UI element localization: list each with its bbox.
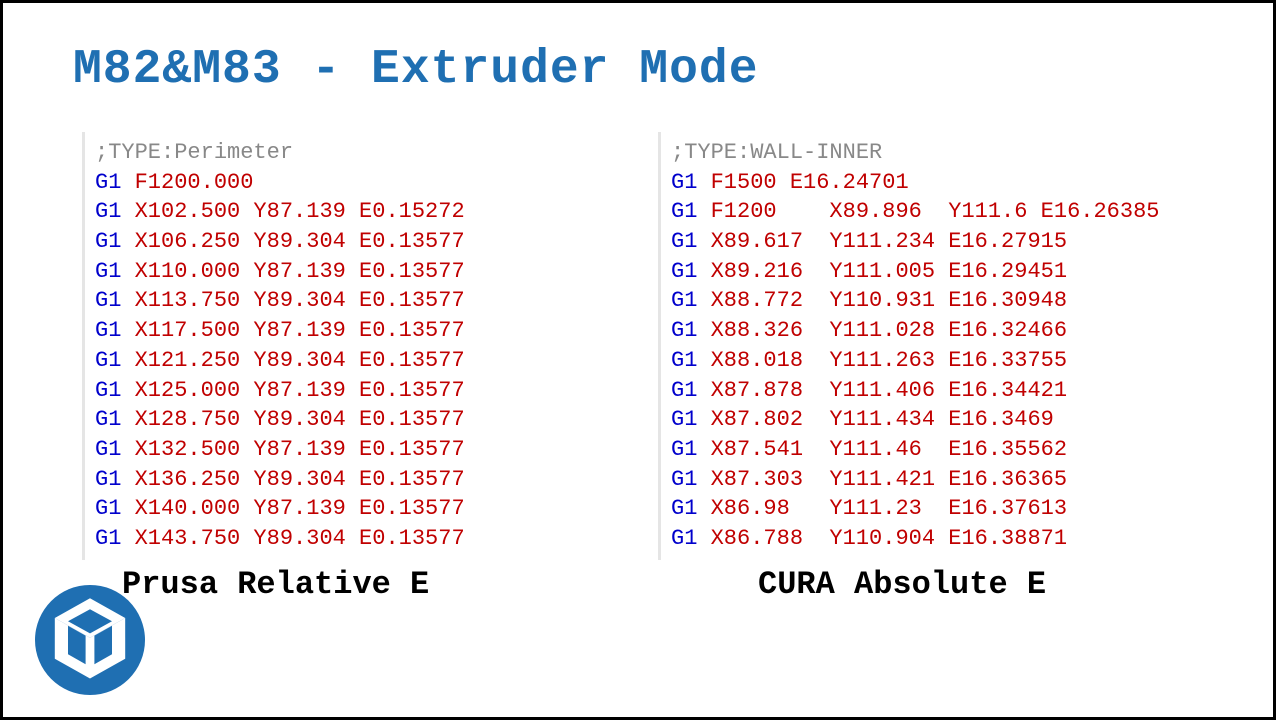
gcode-command: G1 — [671, 437, 697, 462]
gcode-command: G1 — [95, 437, 121, 462]
code-line: G1 X102.500 Y87.139 E0.15272 — [95, 197, 614, 227]
gcode-params: X102.500 Y87.139 E0.15272 — [135, 199, 465, 224]
gcode-command: G1 — [95, 526, 121, 551]
gcode-params: X132.500 Y87.139 E0.13577 — [135, 437, 465, 462]
gcode-params: X89.216 Y111.005 E16.29451 — [711, 259, 1067, 284]
code-line: G1 X87.541 Y111.46 E16.35562 — [671, 435, 1190, 465]
panel-cura: ;TYPE:WALL-INNERG1 F1500 E16.24701G1 F12… — [658, 132, 1194, 603]
code-line: G1 X88.326 Y111.028 E16.32466 — [671, 316, 1190, 346]
gcode-params: X143.750 Y89.304 E0.13577 — [135, 526, 465, 551]
gcode-params: X88.018 Y111.263 E16.33755 — [711, 348, 1067, 373]
gcode-command: G1 — [671, 348, 697, 373]
page-title: M82&M83 - Extruder Mode — [3, 3, 1273, 97]
gcode-command: G1 — [671, 170, 697, 195]
gcode-command: G1 — [95, 348, 121, 373]
code-line: G1 X128.750 Y89.304 E0.13577 — [95, 405, 614, 435]
code-line: G1 X88.018 Y111.263 E16.33755 — [671, 346, 1190, 376]
code-line: G1 X86.98 Y111.23 E16.37613 — [671, 494, 1190, 524]
code-line: G1 X86.788 Y110.904 E16.38871 — [671, 524, 1190, 554]
gcode-command: G1 — [671, 199, 697, 224]
gcode-params: X125.000 Y87.139 E0.13577 — [135, 378, 465, 403]
caption-cura: CURA Absolute E — [658, 566, 1194, 603]
gcode-params: X87.303 Y111.421 E16.36365 — [711, 467, 1067, 492]
panel-prusa: ;TYPE:PerimeterG1 F1200.000G1 X102.500 Y… — [82, 132, 618, 603]
code-line: G1 X143.750 Y89.304 E0.13577 — [95, 524, 614, 554]
gcode-params: X117.500 Y87.139 E0.13577 — [135, 318, 465, 343]
gcode-params: X86.98 Y111.23 E16.37613 — [711, 496, 1067, 521]
code-line: G1 X89.216 Y111.005 E16.29451 — [671, 257, 1190, 287]
gcode-params: X87.878 Y111.406 E16.34421 — [711, 378, 1067, 403]
gcode-params: X88.326 Y111.028 E16.32466 — [711, 318, 1067, 343]
gcode-command: G1 — [671, 378, 697, 403]
gcode-command: G1 — [671, 318, 697, 343]
gcode-command: G1 — [95, 407, 121, 432]
code-line: G1 F1500 E16.24701 — [671, 168, 1190, 198]
code-block-prusa: ;TYPE:PerimeterG1 F1200.000G1 X102.500 Y… — [82, 132, 618, 560]
code-block-cura: ;TYPE:WALL-INNERG1 F1500 E16.24701G1 F12… — [658, 132, 1194, 560]
gcode-params: X136.250 Y89.304 E0.13577 — [135, 467, 465, 492]
gcode-command: G1 — [95, 199, 121, 224]
code-line: ;TYPE:WALL-INNER — [671, 138, 1190, 168]
gcode-command: G1 — [671, 259, 697, 284]
gcode-command: G1 — [671, 496, 697, 521]
code-line: G1 X121.250 Y89.304 E0.13577 — [95, 346, 614, 376]
code-line: G1 X89.617 Y111.234 E16.27915 — [671, 227, 1190, 257]
code-line: G1 X113.750 Y89.304 E0.13577 — [95, 286, 614, 316]
gcode-params: X87.541 Y111.46 E16.35562 — [711, 437, 1067, 462]
gcode-command: G1 — [95, 259, 121, 284]
gcode-command: G1 — [671, 229, 697, 254]
gcode-command: G1 — [671, 467, 697, 492]
gcode-params: X140.000 Y87.139 E0.13577 — [135, 496, 465, 521]
gcode-params: X88.772 Y110.931 E16.30948 — [711, 288, 1067, 313]
caption-prusa: Prusa Relative E — [82, 566, 618, 603]
code-line: ;TYPE:Perimeter — [95, 138, 614, 168]
gcode-params: F1200.000 — [135, 170, 254, 195]
gcode-command: G1 — [95, 288, 121, 313]
gcode-params: X89.617 Y111.234 E16.27915 — [711, 229, 1067, 254]
gcode-params: X121.250 Y89.304 E0.13577 — [135, 348, 465, 373]
code-line: G1 F1200 X89.896 Y111.6 E16.26385 — [671, 197, 1190, 227]
gcode-params: X106.250 Y89.304 E0.13577 — [135, 229, 465, 254]
gcode-command: G1 — [95, 229, 121, 254]
gcode-params: F1200 X89.896 Y111.6 E16.26385 — [711, 199, 1160, 224]
code-line: G1 F1200.000 — [95, 168, 614, 198]
gcode-comment: ;TYPE:Perimeter — [95, 140, 293, 165]
code-line: G1 X88.772 Y110.931 E16.30948 — [671, 286, 1190, 316]
gcode-command: G1 — [95, 378, 121, 403]
gcode-command: G1 — [671, 407, 697, 432]
code-line: G1 X106.250 Y89.304 E0.13577 — [95, 227, 614, 257]
code-line: G1 X117.500 Y87.139 E0.13577 — [95, 316, 614, 346]
code-line: G1 X125.000 Y87.139 E0.13577 — [95, 376, 614, 406]
panels-container: ;TYPE:PerimeterG1 F1200.000G1 X102.500 Y… — [3, 132, 1273, 603]
brand-logo-icon — [35, 585, 145, 695]
code-line: G1 X87.303 Y111.421 E16.36365 — [671, 465, 1190, 495]
code-line: G1 X87.878 Y111.406 E16.34421 — [671, 376, 1190, 406]
code-line: G1 X132.500 Y87.139 E0.13577 — [95, 435, 614, 465]
gcode-command: G1 — [671, 526, 697, 551]
gcode-params: X110.000 Y87.139 E0.13577 — [135, 259, 465, 284]
gcode-params: X86.788 Y110.904 E16.38871 — [711, 526, 1067, 551]
gcode-command: G1 — [671, 288, 697, 313]
code-line: G1 X140.000 Y87.139 E0.13577 — [95, 494, 614, 524]
code-line: G1 X136.250 Y89.304 E0.13577 — [95, 465, 614, 495]
code-line: G1 X87.802 Y111.434 E16.3469 — [671, 405, 1190, 435]
gcode-params: X87.802 Y111.434 E16.3469 — [711, 407, 1054, 432]
gcode-params: X128.750 Y89.304 E0.13577 — [135, 407, 465, 432]
gcode-command: G1 — [95, 170, 121, 195]
gcode-params: X113.750 Y89.304 E0.13577 — [135, 288, 465, 313]
gcode-comment: ;TYPE:WALL-INNER — [671, 140, 882, 165]
code-line: G1 X110.000 Y87.139 E0.13577 — [95, 257, 614, 287]
gcode-command: G1 — [95, 496, 121, 521]
gcode-command: G1 — [95, 467, 121, 492]
gcode-command: G1 — [95, 318, 121, 343]
gcode-params: F1500 E16.24701 — [711, 170, 909, 195]
